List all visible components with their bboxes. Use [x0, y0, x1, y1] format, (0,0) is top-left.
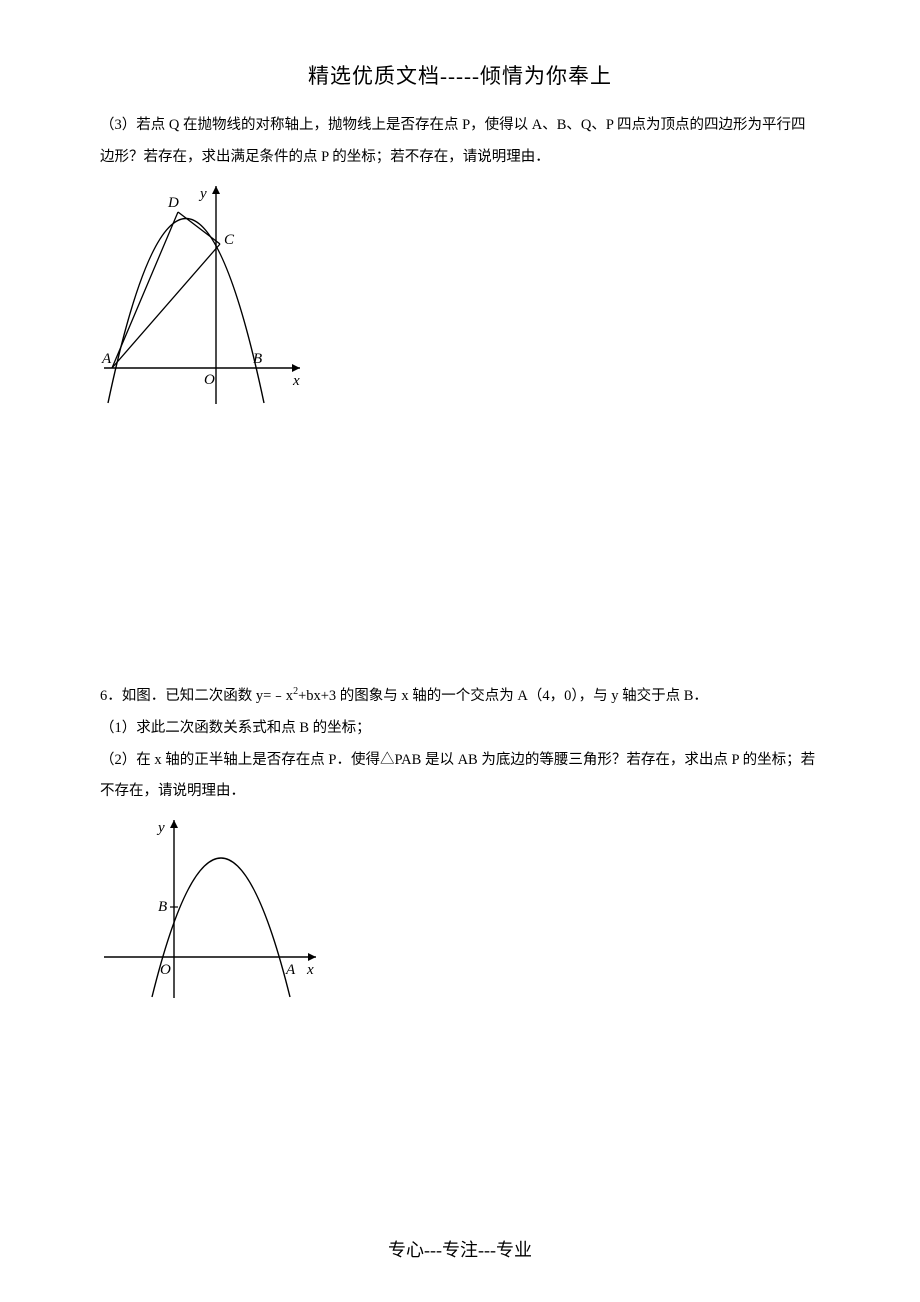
- q5-part3-text: （3）若点 Q 在抛物线的对称轴上，抛物线上是否存在点 P，使得以 A、B、Q、…: [100, 110, 820, 174]
- label-A: A: [285, 962, 296, 978]
- parabola: [152, 858, 290, 997]
- label-y: y: [198, 186, 207, 202]
- line-AC: [112, 244, 220, 368]
- line-AD: [112, 212, 178, 368]
- q6-stem: 6．如图．已知二次函数 y=﹣x2+bx+3 的图象与 x 轴的一个交点为 A（…: [100, 681, 820, 713]
- label-A: A: [101, 351, 112, 367]
- line-DC: [178, 212, 220, 244]
- label-x: x: [306, 962, 314, 978]
- label-B: B: [253, 351, 262, 367]
- q5-figure-svg: x y O A B C D: [100, 180, 305, 410]
- label-y: y: [156, 820, 165, 836]
- x-axis-arrow: [308, 953, 316, 961]
- q6-part2-text: （2）在 x 轴的正半轴上是否存在点 P．使得△PAB 是以 AB 为底边的等腰…: [100, 745, 820, 809]
- y-axis-arrow: [170, 820, 178, 828]
- vertical-gap: [100, 416, 820, 681]
- page: 精选优质文档-----倾情为你奉上 （3）若点 Q 在抛物线的对称轴上，抛物线上…: [0, 0, 920, 1302]
- label-O: O: [204, 372, 215, 388]
- label-D: D: [167, 195, 179, 211]
- q6-stem-prefix: 6．如图．已知二次函数 y=﹣x: [100, 688, 293, 704]
- q6-stem-suffix: +bx+3 的图象与 x 轴的一个交点为 A（4，0），与 y 轴交于点 B．: [298, 688, 708, 704]
- label-x: x: [292, 373, 300, 389]
- label-C: C: [224, 232, 235, 248]
- parabola: [108, 218, 264, 403]
- q6-part1-text: （1）求此二次函数关系式和点 B 的坐标；: [100, 713, 820, 745]
- label-B: B: [158, 899, 167, 915]
- page-header: 精选优质文档-----倾情为你奉上: [100, 60, 820, 90]
- x-axis-arrow: [292, 364, 300, 372]
- q6-figure-svg: x y O B A: [100, 814, 322, 1004]
- q6-figure: x y O B A: [100, 814, 820, 1004]
- label-O: O: [160, 962, 171, 978]
- q5-figure: x y O A B C D: [100, 180, 820, 410]
- y-axis-arrow: [212, 186, 220, 194]
- page-footer: 专心---专注---专业: [0, 1236, 920, 1262]
